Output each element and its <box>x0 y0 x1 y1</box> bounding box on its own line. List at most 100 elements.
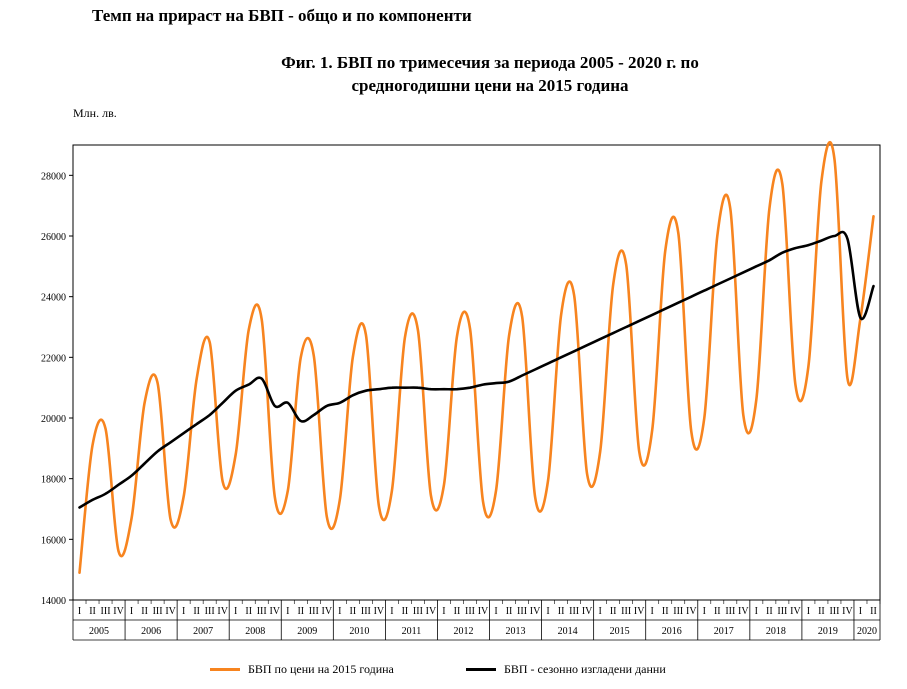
x-quarter-label: I <box>807 606 810 617</box>
series-lines <box>78 141 875 574</box>
x-quarter-label: III <box>413 606 423 617</box>
x-quarter-label: I <box>703 606 706 617</box>
chart-title-line-1: Фиг. 1. БВП по тримесечия за периода 200… <box>281 53 699 72</box>
x-year-label: 2009 <box>297 626 317 637</box>
x-quarter-label: II <box>402 606 409 617</box>
x-quarter-label: II <box>245 606 252 617</box>
x-quarter-label: III <box>257 606 267 617</box>
x-quarter-label: I <box>651 606 654 617</box>
x-quarter-label: III <box>777 606 787 617</box>
x-quarter-label: IV <box>790 606 801 617</box>
x-quarter-label: I <box>859 606 862 617</box>
x-quarter-label: I <box>494 606 497 617</box>
y-tick-label: 28000 <box>41 171 66 182</box>
legend-label: БВП по цени на 2015 година <box>248 662 394 676</box>
x-quarter-label: I <box>234 606 237 617</box>
series-line-gdp-2015-prices <box>78 141 875 574</box>
x-quarter-label: III <box>465 606 475 617</box>
x-year-label: 2013 <box>506 626 526 637</box>
y-axis-unit-label: Млн. лв. <box>73 106 117 120</box>
x-quarter-label: IV <box>478 606 489 617</box>
x-quarter-label: I <box>390 606 393 617</box>
x-year-label: 2020 <box>857 626 877 637</box>
x-quarter-label: III <box>517 606 527 617</box>
x-quarter-label: III <box>673 606 683 617</box>
x-year-label: 2007 <box>193 626 213 637</box>
x-quarter-label: II <box>141 606 148 617</box>
x-year-label: 2015 <box>610 626 630 637</box>
x-axis: I II III IV I II III IV I II III IV I II III IV I II III IV… <box>72 600 881 641</box>
legend-swatch-black <box>466 668 496 671</box>
x-quarter-label: II <box>766 606 773 617</box>
y-tick-label: 24000 <box>41 293 66 304</box>
x-quarter-label: II <box>558 606 565 617</box>
x-quarter-label: II <box>818 606 825 617</box>
x-quarter-label: IV <box>634 606 645 617</box>
x-quarter-label: III <box>309 606 319 617</box>
x-quarter-label: III <box>621 606 631 617</box>
x-year-label: 2019 <box>818 626 838 637</box>
x-year-label: 2014 <box>558 626 578 637</box>
x-year-label: 2016 <box>662 626 682 637</box>
x-quarter-label: IV <box>217 606 228 617</box>
y-tick-label: 16000 <box>41 535 66 546</box>
x-year-label: 2017 <box>714 626 734 637</box>
legend-label: БВП - сезонно изгладени данни <box>504 662 666 676</box>
x-quarter-label: I <box>182 606 185 617</box>
y-tick-label: 20000 <box>41 414 66 425</box>
x-quarter-label: III <box>829 606 839 617</box>
x-quarter-label: IV <box>322 606 333 617</box>
x-year-label: 2018 <box>766 626 786 637</box>
y-tick-label: 26000 <box>41 232 66 243</box>
x-year-label: 2006 <box>141 626 161 637</box>
series-line-gdp-seasonally-adjusted <box>78 230 875 509</box>
x-year-label: 2008 <box>245 626 265 637</box>
x-quarter-label: IV <box>842 606 853 617</box>
x-quarter-label: IV <box>738 606 749 617</box>
x-quarter-label: II <box>662 606 669 617</box>
page-heading: Темп на прираст на БВП - общо и по компо… <box>92 6 472 25</box>
x-quarter-label: III <box>725 606 735 617</box>
x-quarter-label: II <box>506 606 513 617</box>
x-quarter-label: II <box>454 606 461 617</box>
x-year-label: 2010 <box>349 626 369 637</box>
legend-swatch-orange <box>210 668 240 671</box>
x-quarter-label: I <box>442 606 445 617</box>
x-quarter-label: IV <box>165 606 176 617</box>
x-quarter-label: I <box>546 606 549 617</box>
x-year-label: 2012 <box>453 626 473 637</box>
x-quarter-label: IV <box>269 606 280 617</box>
y-tick-label: 14000 <box>41 596 66 607</box>
x-quarter-label: III <box>153 606 163 617</box>
x-quarter-label: III <box>361 606 371 617</box>
x-quarter-label: II <box>870 606 877 617</box>
legend-item-gdp-seasonally-adjusted: БВП - сезонно изгладени данни <box>466 662 666 677</box>
x-quarter-label: I <box>78 606 81 617</box>
x-quarter-label: IV <box>374 606 385 617</box>
x-quarter-label: II <box>89 606 96 617</box>
x-quarter-label: III <box>205 606 215 617</box>
chart-title-line-2: средногодишни цени на 2015 година <box>351 76 629 95</box>
x-year-label: 2005 <box>89 626 109 637</box>
x-quarter-label: IV <box>113 606 124 617</box>
x-quarter-label: III <box>569 606 579 617</box>
x-quarter-label: II <box>350 606 357 617</box>
x-quarter-label: I <box>130 606 133 617</box>
x-year-label: 2011 <box>402 626 422 637</box>
x-quarter-label: II <box>714 606 721 617</box>
y-tick-label: 18000 <box>41 475 66 486</box>
x-quarter-label: I <box>755 606 758 617</box>
x-quarter-label: III <box>101 606 111 617</box>
x-quarter-label: IV <box>426 606 437 617</box>
x-quarter-label: I <box>598 606 601 617</box>
x-quarter-label: IV <box>686 606 697 617</box>
x-quarter-label: IV <box>530 606 541 617</box>
x-quarter-label: I <box>338 606 341 617</box>
x-quarter-label: IV <box>582 606 593 617</box>
y-axis: 14000 16000 18000 20000 22000 24000 26000 28000 <box>41 171 73 607</box>
legend-item-gdp-2015-prices: БВП по цени на 2015 година <box>210 662 394 677</box>
x-quarter-label: I <box>286 606 289 617</box>
y-tick-label: 22000 <box>41 353 66 364</box>
x-quarter-label: II <box>610 606 617 617</box>
